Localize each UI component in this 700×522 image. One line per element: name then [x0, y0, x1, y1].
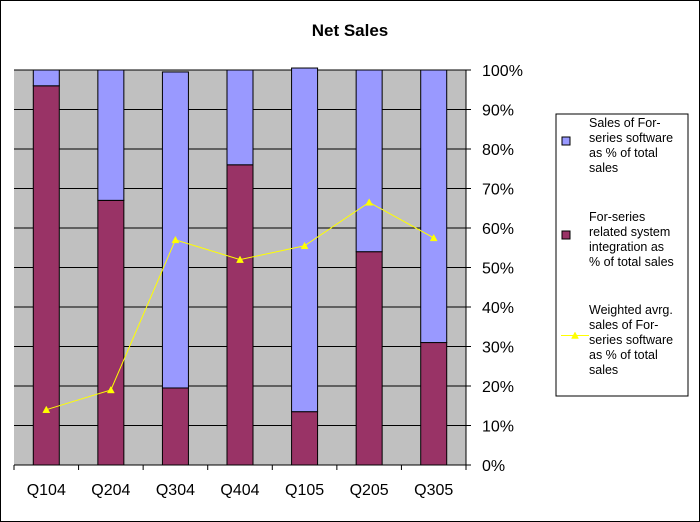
legend-label-line: series software: [589, 333, 673, 347]
legend-swatch: [561, 230, 571, 240]
legend-label-line: sales: [589, 363, 618, 377]
plot-area: 0% 10% 20% 30% 40% 50% 60% 70% 80% 90% 100% Q104 Q20…: [13, 63, 523, 499]
bar-segment-software: [420, 69, 448, 344]
x-tick-label: Q404: [220, 482, 259, 499]
legend-label-line: sales of For-: [589, 318, 658, 332]
bar-segment-integration: [226, 164, 254, 466]
bar-segment-integration: [355, 251, 383, 466]
legend-swatch-marker: [571, 331, 579, 339]
line-point-marker: [42, 405, 51, 413]
y-tick-label: 60%: [482, 221, 514, 238]
legend-label-line: % of total sales: [589, 255, 674, 269]
x-tick-label: Q205: [350, 482, 389, 499]
line-point-marker: [365, 198, 374, 206]
legend-label-line: series software: [589, 131, 673, 145]
line-point-marker: [236, 255, 244, 263]
legend-label-line: sales: [589, 161, 618, 175]
bar-segment-software: [161, 71, 189, 389]
chart-title: Net Sales: [312, 21, 389, 40]
y-tick-label: 30%: [482, 340, 514, 357]
y-tick-label: 10%: [482, 419, 514, 436]
legend-box: [555, 113, 689, 397]
line-point-marker: [106, 385, 115, 394]
line-point-marker: [300, 241, 309, 250]
legend-label-line: Weighted avrg.: [589, 303, 673, 317]
bar-segment-software: [97, 69, 125, 201]
legend-label-line: For-series: [589, 210, 645, 224]
y-tick-label: 20%: [482, 379, 514, 396]
bar-segment-software: [32, 69, 60, 87]
x-tick-label: Q304: [156, 482, 195, 499]
y-tick-label: 40%: [482, 300, 514, 317]
y-tick-label: 90%: [482, 103, 514, 120]
legend-label-line: as % of total: [589, 348, 658, 362]
y-tick-label: 70%: [482, 182, 514, 199]
bar-segment-software: [226, 69, 254, 166]
y-tick-label: 50%: [482, 261, 514, 278]
x-tick-label: Q305: [414, 482, 453, 499]
bar-segment-integration: [420, 342, 448, 466]
y-tick-label: 0%: [482, 458, 505, 475]
bar-segment-integration: [161, 387, 189, 466]
legend-swatch: [561, 136, 571, 146]
line-point-marker: [429, 233, 438, 242]
legend-label-line: related system: [589, 225, 670, 239]
y-tick-label: 100%: [482, 63, 523, 80]
line-point-marker: [171, 235, 180, 244]
bar-segment-integration: [97, 199, 125, 466]
legend-label-line: as % of total: [589, 146, 658, 160]
x-tick-label: Q105: [285, 482, 324, 499]
legend-label-line: integration as: [589, 240, 664, 254]
x-tick-label: Q104: [27, 482, 66, 499]
legend-label-line: Sales of For-: [589, 116, 661, 130]
x-tick-label: Q204: [91, 482, 130, 499]
y-tick-label: 80%: [482, 142, 514, 159]
bar-segment-integration: [32, 85, 60, 466]
bar-segment-integration: [291, 411, 319, 466]
bar-segment-software: [355, 69, 383, 253]
